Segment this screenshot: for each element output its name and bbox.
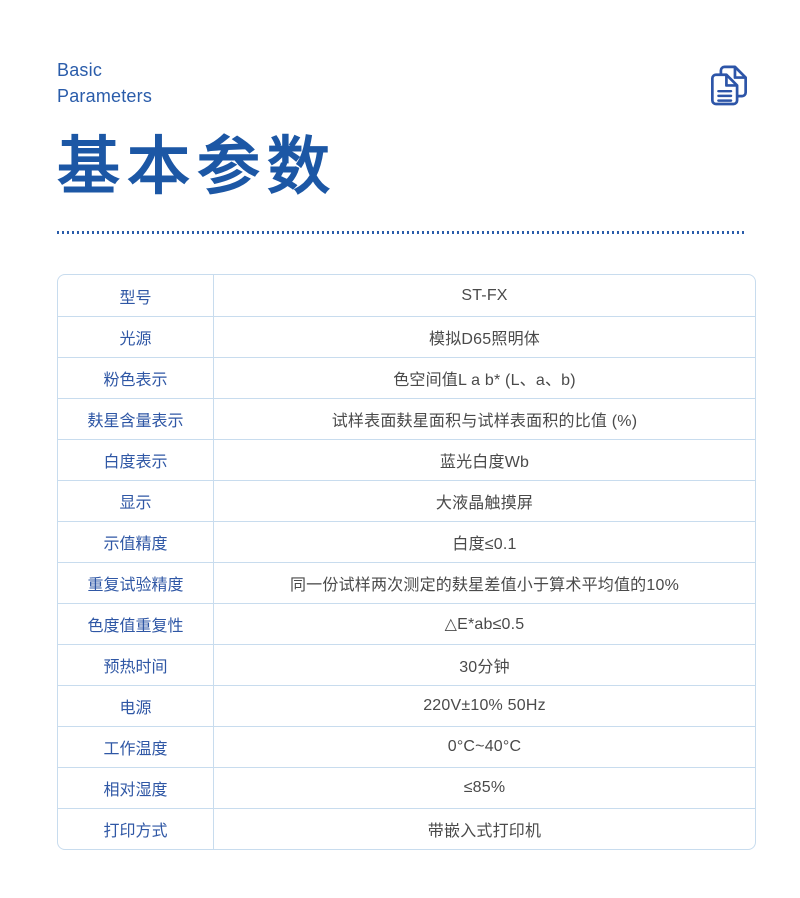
param-value-cell: 蓝光白度Wb [439, 454, 530, 471]
param-value-cell: ≤85% [463, 779, 506, 796]
param-name-cell: 预热时间 [58, 645, 214, 685]
table-row: 光源 模拟D65照明体 [58, 316, 755, 357]
param-value-cell: 带嵌入式打印机 [427, 823, 542, 840]
param-name-cell: 显示 [58, 481, 214, 521]
param-name-cell: 光源 [58, 317, 214, 357]
section-subtitle-en: Basic Parameters [57, 57, 152, 109]
param-value-cell: △E*ab≤0.5 [444, 616, 525, 633]
param-name-cell: 白度表示 [58, 440, 214, 480]
param-value-cell: 30分钟 [459, 659, 510, 676]
param-name-cell: 示值精度 [58, 522, 214, 562]
param-name-cell: 电源 [58, 686, 214, 726]
table-row: 色度值重复性 △E*ab≤0.5 [58, 603, 755, 644]
dotted-divider [57, 231, 744, 234]
param-value-cell: 模拟D65照明体 [429, 331, 540, 348]
param-name-cell: 色度值重复性 [58, 604, 214, 644]
subtitle-line-2: Parameters [57, 86, 153, 106]
section-header: Basic Parameters [57, 57, 756, 113]
param-value-cell: 色空间值L a b* (L、a、b) [393, 372, 576, 389]
param-value-cell: 大液晶触摸屏 [435, 495, 534, 512]
table-row: 打印方式 带嵌入式打印机 [58, 808, 755, 849]
parameters-table: 型号 ST-FX 光源 模拟D65照明体 粉色表示 色空间值L a b* (L、… [57, 274, 756, 850]
param-value-cell: ST-FX [461, 286, 508, 304]
table-row: 白度表示 蓝光白度Wb [58, 439, 755, 480]
table-row: 型号 ST-FX [58, 275, 755, 316]
table-row: 重复试验精度 同一份试样两次测定的麸星差值小于算术平均值的10% [58, 562, 755, 603]
param-name-cell: 粉色表示 [58, 358, 214, 398]
table-row: 粉色表示 色空间值L a b* (L、a、b) [58, 357, 755, 398]
param-value-cell: 0°C~40°C [447, 738, 522, 755]
param-name-cell: 打印方式 [58, 809, 214, 849]
param-name-cell: 工作温度 [58, 727, 214, 767]
param-name-cell: 型号 [58, 275, 214, 316]
param-value-cell: 同一份试样两次测定的麸星差值小于算术平均值的10% [289, 577, 680, 594]
table-row: 麸星含量表示 试样表面麸星面积与试样表面积的比值 (%) [58, 398, 755, 439]
param-value-cell: 220V±10% 50Hz [423, 697, 546, 714]
subtitle-line-1: Basic [57, 60, 103, 80]
table-row: 相对湿度 ≤85% [58, 767, 755, 808]
param-name-cell: 重复试验精度 [58, 563, 214, 603]
documents-copy-icon [711, 65, 747, 106]
param-value-cell: 白度≤0.1 [452, 536, 517, 553]
table-row: 预热时间 30分钟 [58, 644, 755, 685]
param-value-cell: 试样表面麸星面积与试样表面积的比值 (%) [331, 413, 638, 430]
table-row: 工作温度 0°C~40°C [58, 726, 755, 767]
table-row: 示值精度 白度≤0.1 [58, 521, 755, 562]
param-name-cell: 麸星含量表示 [58, 399, 214, 439]
param-name-cell: 相对湿度 [58, 768, 214, 808]
table-row: 电源 220V±10% 50Hz [58, 685, 755, 726]
page-title: 基本参数 [57, 132, 337, 202]
table-row: 显示 大液晶触摸屏 [58, 480, 755, 521]
